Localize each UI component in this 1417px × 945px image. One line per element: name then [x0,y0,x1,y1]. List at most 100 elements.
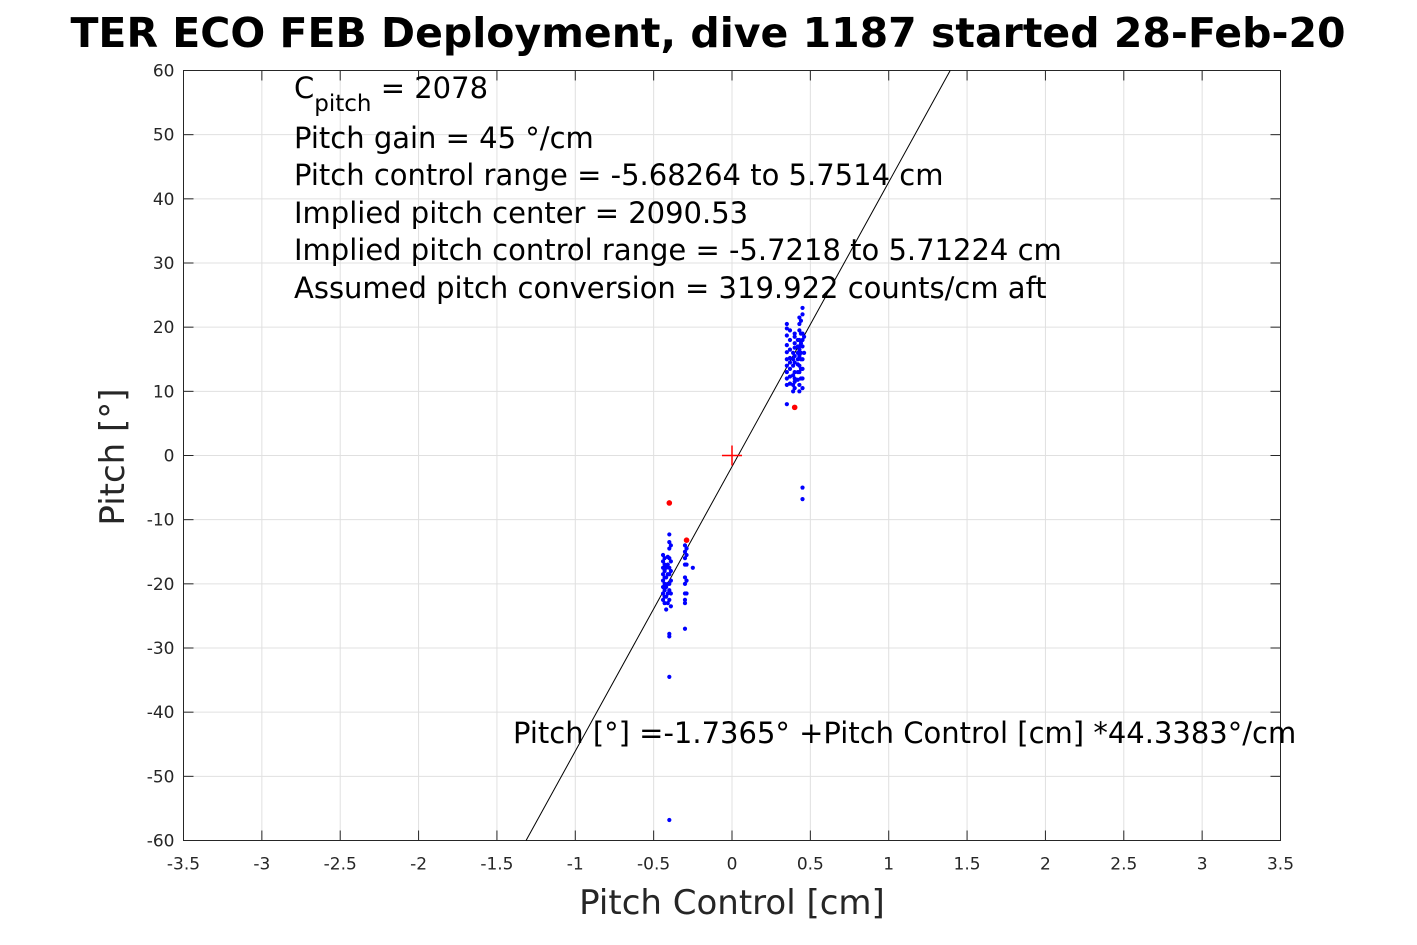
x-axis-label: Pitch Control [cm] [579,883,885,923]
data-point [690,565,695,570]
y-axis-label: Pitch [°] [93,388,133,525]
y-tick-label: 40 [153,190,175,210]
data-point [662,581,667,586]
data-point [792,341,797,346]
cpitch-base: C [294,71,314,105]
chart-title: TER ECO FEB Deployment, dive 1187 starte… [70,9,1345,57]
data-point [682,581,688,586]
data-point [800,305,805,311]
y-tick-label: -60 [147,832,175,852]
data-point [792,386,797,391]
y-tick-label: 20 [153,318,175,338]
data-point [787,337,793,343]
x-tick-label: 1 [883,855,894,875]
data-point [660,559,666,564]
data-point [797,389,802,394]
data-point [665,591,670,596]
data-point [791,373,796,378]
data-point [668,578,673,583]
data-point [667,634,672,639]
data-point [664,575,669,580]
x-tick-label: -0.5 [637,855,670,875]
data-point [667,532,672,537]
data-point [801,334,807,339]
pitch-gain-annotation: Pitch gain = 45 °/cm [294,121,594,155]
data-point [682,600,688,606]
data-point [797,315,802,320]
y-tick-label: 0 [164,447,175,467]
data-point [797,328,802,333]
x-tick-label: -3 [253,855,270,875]
data-point [662,562,667,567]
data-point [668,591,673,596]
data-point [795,357,800,362]
data-point [682,575,688,580]
outlier-point [683,537,690,543]
y-tick-label: 30 [153,254,175,274]
data-point [684,546,689,551]
data-point [800,357,805,362]
outlier-point [791,404,798,411]
data-point [660,584,666,590]
data-point [664,565,669,570]
x-tick-label: 3 [1197,855,1208,875]
data-point [797,344,802,349]
y-tick-label: -20 [147,575,175,595]
data-point [682,597,688,602]
y-tick-label: 60 [153,62,175,82]
data-point [662,588,667,593]
y-tick-label: -50 [147,767,175,787]
data-point [667,597,672,602]
data-point [787,360,793,365]
cpitch-subscript: pitch [314,91,371,117]
data-point [660,565,666,570]
data-point [668,568,673,574]
x-tick-label: 0.5 [797,855,824,875]
data-point [667,540,672,545]
data-point [800,344,805,349]
data-point [792,369,797,375]
data-point [660,552,666,558]
data-point [800,497,805,502]
data-point [667,674,672,679]
y-tick-label: 50 [153,126,175,146]
data-point [682,549,688,554]
data-point [800,331,805,336]
data-point [660,591,666,596]
data-point [668,604,673,609]
data-point [667,556,672,561]
data-point [798,341,804,346]
data-point [667,581,672,586]
data-point [792,379,797,384]
data-point [797,321,802,327]
data-point [664,584,669,590]
x-tick-label: -2 [410,855,427,875]
axis-ticks: -3.5 -3 -2.5 -2 -1.5 -1 -0.5 0 0.5 1 1.5 2 2.5 3 3.5 60… [147,62,1294,875]
data-point [684,591,689,596]
x-tick-label: -2.5 [324,855,357,875]
data-point [798,318,804,323]
center-marker-layer [722,445,742,466]
control-range-annotation: Pitch control range = -5.68264 to 5.7514… [294,158,943,192]
data-point [660,578,666,583]
data-point [684,578,689,583]
data-point [797,369,802,375]
data-point [800,485,805,490]
data-point [784,369,789,375]
x-tick-label: 1.5 [954,855,981,875]
data-point [791,389,796,394]
implied-center-annotation: Implied pitch center = 2090.53 [294,196,748,230]
data-point [668,559,673,564]
data-point [784,376,789,381]
conversion-annotation: Assumed pitch conversion = 319.922 count… [294,271,1047,305]
data-point [784,363,789,368]
data-point [784,402,789,407]
data-point [662,600,667,606]
data-point [784,326,789,331]
data-point [792,334,797,339]
data-point [797,382,802,388]
cpitch-annotation: Cpitch = 2078 [294,71,488,117]
y-tick-label: 10 [153,382,175,402]
scatter-points [660,305,807,823]
